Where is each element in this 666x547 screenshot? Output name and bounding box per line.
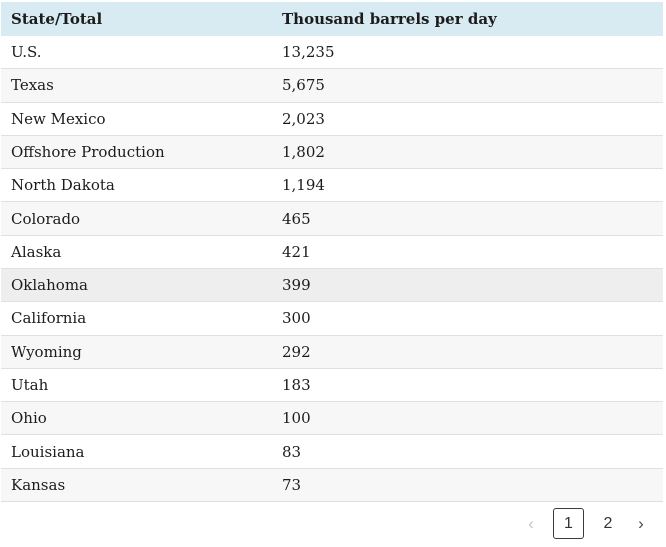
- column-header-value: Thousand barrels per day: [282, 10, 497, 28]
- state-cell: U.S.: [11, 43, 42, 62]
- value-cell: 100: [282, 409, 311, 428]
- table-row: Colorado 465: [1, 202, 663, 236]
- value-cell: 465: [282, 209, 311, 228]
- value-cell: 183: [282, 375, 311, 394]
- table-row: Kansas 73: [1, 468, 663, 502]
- next-page-button[interactable]: ›: [632, 515, 650, 532]
- page-button-1[interactable]: 1: [553, 508, 584, 540]
- table-row: New Mexico 2,023: [1, 102, 663, 136]
- table-row: North Dakota 1,194: [1, 169, 663, 203]
- state-cell: Kansas: [11, 475, 66, 494]
- state-cell: Colorado: [11, 209, 81, 228]
- value-cell: 5,675: [282, 76, 325, 95]
- table-header-row: State/Total Thousand barrels per day: [1, 2, 663, 36]
- value-cell: 83: [282, 442, 302, 461]
- value-cell: 421: [282, 242, 311, 261]
- state-cell: Alaska: [11, 242, 62, 261]
- value-cell: 73: [282, 475, 302, 494]
- pagination: ‹ 1 2 ›: [0, 502, 666, 546]
- value-cell: 1,194: [282, 176, 325, 195]
- table-row: U.S. 13,235: [1, 36, 663, 70]
- state-cell: Ohio: [11, 409, 47, 428]
- state-cell: North Dakota: [11, 176, 115, 195]
- state-cell: California: [11, 309, 87, 328]
- value-cell: 292: [282, 342, 311, 361]
- table-row: Utah 183: [1, 368, 663, 403]
- column-header-state: State/Total: [11, 10, 103, 28]
- table-row: Offshore Production 1,802: [1, 135, 663, 170]
- page-button-2[interactable]: 2: [597, 509, 619, 539]
- state-cell: Louisiana: [11, 442, 85, 461]
- data-table: State/Total Thousand barrels per day U.S…: [1, 2, 663, 502]
- table-body: U.S. 13,235 Texas 5,675 New Mexico 2,023 Offsh…: [1, 36, 663, 502]
- state-cell: Utah: [11, 375, 49, 394]
- table-row: Louisiana 83: [1, 435, 663, 469]
- value-cell: 13,235: [282, 43, 335, 62]
- value-cell: 399: [282, 276, 311, 295]
- state-cell: Wyoming: [11, 342, 82, 361]
- value-cell: 300: [282, 309, 311, 328]
- state-cell: Oklahoma: [11, 276, 88, 295]
- table-row: Alaska 421: [1, 235, 663, 269]
- table-row: Oklahoma 399: [1, 268, 663, 303]
- prev-page-button[interactable]: ‹: [522, 515, 540, 532]
- table-row: Wyoming 292: [1, 335, 663, 369]
- table-row: California 300: [1, 302, 663, 336]
- state-cell: New Mexico: [11, 109, 106, 128]
- table-row: Texas 5,675: [1, 69, 663, 103]
- value-cell: 1,802: [282, 142, 325, 161]
- state-cell: Offshore Production: [11, 142, 165, 161]
- state-cell: Texas: [11, 76, 54, 95]
- table-row: Ohio 100: [1, 402, 663, 436]
- value-cell: 2,023: [282, 109, 325, 128]
